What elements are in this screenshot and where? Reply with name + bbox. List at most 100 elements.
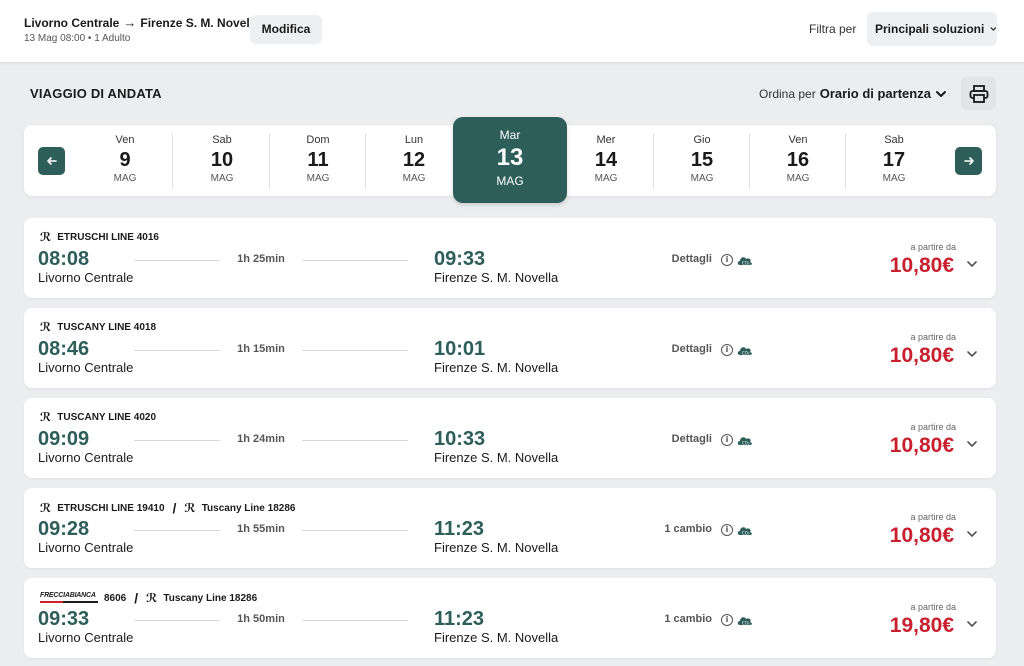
date-item[interactable]: Lun 12 MAG — [366, 133, 462, 189]
solution-card[interactable]: ℛ ETRUSCHI LINE 4016 08:08 Livorno Centr… — [24, 218, 996, 298]
date-dow: Sab — [884, 134, 904, 146]
train-name: ETRUSCHI LINE 4016 — [57, 231, 159, 243]
departure-station: Livorno Centrale — [38, 270, 134, 285]
filter-select[interactable]: Principali soluzioni — [867, 12, 997, 46]
arrival-station: Firenze S. M. Novella — [434, 450, 559, 465]
price: 10,80€ — [889, 524, 954, 547]
printer-icon — [969, 84, 988, 103]
info-icon[interactable]: i — [721, 524, 733, 536]
modify-button[interactable]: Modifica — [250, 15, 322, 44]
info-icon[interactable]: i — [721, 614, 733, 626]
date-month: MAG — [786, 173, 810, 184]
train-info: ℛ TUSCANY LINE 4020 — [40, 410, 156, 424]
solution-card[interactable]: ℛ TUSCANY LINE 4018 08:46 Livorno Centra… — [24, 308, 996, 388]
departure-time: 08:08 — [38, 248, 90, 270]
chevron-down-icon[interactable] — [966, 258, 978, 270]
train-name-second: Tuscany Line 18286 — [163, 592, 258, 604]
date-item[interactable]: Sab 10 MAG — [174, 133, 270, 189]
regional-train-icon: ℛ — [40, 410, 52, 424]
date-item[interactable]: Gio 15 MAG — [654, 133, 750, 189]
trip-subinfo: 13 Mag 08:00 • 1 Adulto — [24, 33, 131, 44]
prev-dates-button[interactable] — [38, 147, 65, 175]
price: 10,80€ — [889, 344, 954, 367]
duration: 1h 24min — [237, 433, 285, 445]
details-link[interactable]: Dettagli — [671, 343, 712, 355]
arrow-right-icon: → — [123, 15, 137, 30]
departure-time: 09:28 — [38, 518, 90, 540]
changes-label[interactable]: 1 cambio — [664, 523, 712, 535]
chevron-down-icon[interactable] — [966, 618, 978, 630]
origin-label: Livorno Centrale — [24, 15, 120, 30]
arrival-station: Firenze S. M. Novella — [434, 270, 559, 285]
co2-cloud-icon[interactable]: CO₂ — [736, 523, 754, 537]
arrival-station: Firenze S. M. Novella — [434, 360, 559, 375]
details-link[interactable]: Dettagli — [671, 433, 712, 445]
info-icon[interactable]: i — [721, 434, 733, 446]
date-dow: Mar — [499, 128, 521, 142]
regional-train-icon: ℛ — [184, 501, 196, 515]
regional-train-icon: ℛ — [40, 501, 52, 515]
date-item[interactable]: Dom 11 MAG — [270, 133, 366, 189]
sort-value: Orario di partenza — [819, 86, 931, 101]
svg-text:CO₂: CO₂ — [742, 261, 750, 266]
date-item[interactable]: Ven 9 MAG — [77, 133, 173, 189]
sort-select[interactable]: Ordina per Orario di partenza — [759, 86, 947, 101]
date-num: 14 — [594, 149, 618, 171]
solution-card[interactable]: ℛ ETRUSCHI LINE 19410 / ℛ Tuscany Line 1… — [24, 488, 996, 568]
co2-cloud-icon[interactable]: CO₂ — [736, 343, 754, 357]
date-item[interactable]: Mer 14 MAG — [558, 133, 654, 189]
date-month: MAG — [210, 173, 234, 184]
co2-cloud-icon[interactable]: CO₂ — [736, 613, 754, 627]
chevron-down-icon[interactable] — [966, 438, 978, 450]
date-month: MAG — [690, 173, 714, 184]
train-name: TUSCANY LINE 4020 — [57, 411, 157, 423]
filter-label: Filtra per — [809, 22, 857, 36]
route-line — [134, 440, 220, 441]
departure-station: Livorno Centrale — [38, 540, 134, 555]
solution-card[interactable]: FRECCIABIANCA 8606 / ℛ Tuscany Line 1828… — [24, 578, 996, 658]
arrow-right-icon — [963, 157, 974, 165]
departure-time: 09:33 — [38, 608, 90, 630]
svg-text:CO₂: CO₂ — [742, 351, 750, 356]
chevron-down-icon — [935, 90, 946, 97]
date-dow: Gio — [693, 134, 711, 146]
date-num: 16 — [786, 149, 810, 171]
regional-train-icon: ℛ — [146, 591, 158, 605]
route-line — [302, 620, 408, 621]
from-price-label: a partire da — [910, 422, 956, 432]
solution-card[interactable]: ℛ TUSCANY LINE 4020 09:09 Livorno Centra… — [24, 398, 996, 478]
route-summary: Livorno Centrale → Firenze S. M. Novella — [24, 15, 260, 30]
price: 10,80€ — [889, 434, 954, 457]
date-num: 10 — [210, 149, 234, 171]
sort-label: Ordina per — [759, 86, 816, 101]
train-info: ℛ TUSCANY LINE 4018 — [40, 320, 156, 334]
duration: 1h 15min — [237, 343, 285, 355]
date-item[interactable]: Sab 17 MAG — [846, 133, 942, 189]
chevron-down-icon[interactable] — [966, 528, 978, 540]
next-dates-button[interactable] — [955, 147, 982, 175]
arrival-time: 11:23 — [434, 608, 485, 630]
separator: / — [134, 590, 139, 606]
departure-station: Livorno Centrale — [38, 360, 134, 375]
date-item[interactable]: Ven 16 MAG — [750, 133, 846, 189]
date-dow: Sab — [212, 134, 232, 146]
route-line — [134, 620, 220, 621]
details-link[interactable]: Dettagli — [671, 253, 712, 265]
date-dow: Lun — [404, 134, 424, 146]
date-dow: Ven — [115, 134, 135, 146]
date-num: 11 — [307, 149, 329, 171]
changes-label[interactable]: 1 cambio — [664, 613, 712, 625]
co2-cloud-icon[interactable]: CO₂ — [736, 253, 754, 267]
top-bar: Livorno Centrale → Firenze S. M. Novella… — [0, 0, 1024, 62]
info-icon[interactable]: i — [721, 344, 733, 356]
date-item-selected[interactable]: Mar 13 MAG — [453, 117, 567, 203]
info-icon[interactable]: i — [721, 254, 733, 266]
svg-text:CO₂: CO₂ — [742, 531, 750, 536]
co2-cloud-icon[interactable]: CO₂ — [736, 433, 754, 447]
chevron-down-icon[interactable] — [966, 348, 978, 360]
departure-station: Livorno Centrale — [38, 450, 134, 465]
date-month: MAG — [113, 173, 137, 184]
print-button[interactable] — [961, 77, 996, 110]
filter-value: Principali soluzioni — [875, 22, 985, 36]
train-name: 8606 — [104, 592, 127, 604]
